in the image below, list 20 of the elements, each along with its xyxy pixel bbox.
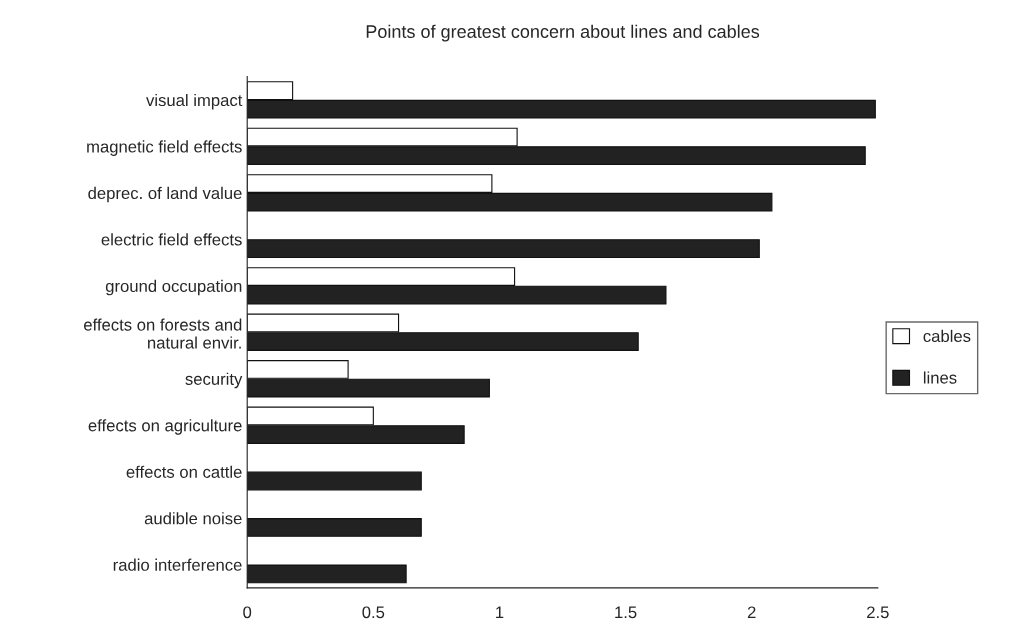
legend-label: lines — [923, 371, 957, 384]
y-tick-label: audible noise — [144, 512, 242, 525]
x-tick-label: 2 — [747, 606, 756, 619]
y-tick-label: deprec. of land value — [88, 186, 242, 203]
y-tick-label: security — [185, 372, 243, 389]
x-tick-label: 1.5 — [615, 606, 637, 619]
x-tick-label: 0.5 — [362, 606, 385, 619]
y-tick-label: electric field effects — [101, 233, 242, 246]
y-tick-label: ground occupation — [105, 279, 242, 296]
legend-label: cables — [923, 329, 971, 343]
x-tick-label: 2.5 — [867, 606, 889, 619]
x-tick-label: 1 — [496, 606, 504, 619]
chart-title: Points of greatest concern about lines and cables — [366, 24, 760, 42]
y-tick-label: visual impact — [146, 93, 243, 110]
y-tick-label: effects on forests and natural envir. — [84, 318, 242, 349]
y-tick-label: effects on cattle — [126, 465, 242, 478]
y-tick-label: effects on agriculture — [88, 419, 242, 435]
y-tick-label: radio interference — [113, 558, 242, 571]
x-tick-label: 0 — [243, 606, 252, 619]
y-tick-label: magnetic field effects — [87, 140, 242, 156]
